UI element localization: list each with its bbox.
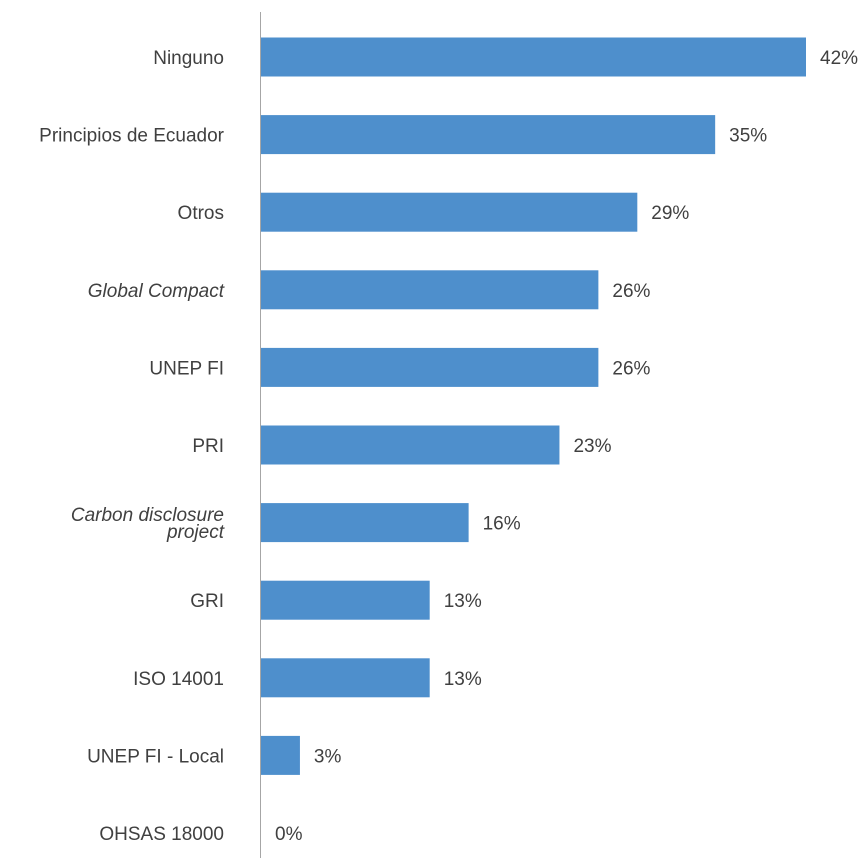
bar: [261, 425, 560, 465]
bar: [261, 192, 638, 232]
category-label-line: project: [166, 522, 225, 543]
category-label: OHSAS 18000: [99, 824, 224, 845]
bar: [261, 658, 430, 698]
value-label: 26%: [612, 358, 650, 379]
bar: [261, 115, 716, 155]
bar: [261, 37, 806, 77]
category-label: Ninguno: [153, 48, 224, 69]
category-label: UNEP FI: [149, 358, 224, 379]
category-label: Principios de Ecuador: [39, 126, 224, 147]
value-label: 42%: [820, 48, 858, 69]
value-label: 0%: [275, 824, 303, 845]
value-labels-group: 42% 35% 29% 26% 26% 23% 16% 13% 13% 3% 0%: [275, 48, 858, 845]
category-label-line: Global Compact: [88, 281, 225, 302]
value-label: 26%: [612, 281, 650, 302]
category-labels-group: Ninguno Principios de Ecuador Otros Global …: [39, 48, 225, 845]
value-label: 23%: [573, 436, 611, 457]
category-label-line: Otros: [178, 203, 224, 224]
category-label-line: OHSAS 18000: [99, 824, 224, 845]
category-label-line: GRI: [190, 591, 224, 612]
category-label-line: ISO 14001: [133, 669, 224, 690]
category-label: PRI: [192, 436, 224, 457]
category-label-line: UNEP FI: [149, 358, 224, 379]
category-label: UNEP FI - Local: [87, 746, 224, 767]
value-label: 16%: [483, 514, 521, 535]
category-label: ISO 14001: [133, 669, 224, 690]
category-label-line: PRI: [192, 436, 224, 457]
bars-group: [261, 37, 806, 775]
bar: [261, 347, 599, 387]
category-label-line: Carbon disclosure: [71, 505, 224, 526]
value-label: 29%: [651, 203, 689, 224]
category-label: Global Compact: [88, 281, 225, 302]
value-label: 13%: [444, 669, 482, 690]
bar: [261, 580, 430, 620]
bar: [261, 270, 599, 310]
bar: [261, 735, 300, 775]
category-label-line: Principios de Ecuador: [39, 126, 224, 147]
value-label: 13%: [444, 591, 482, 612]
value-label: 35%: [729, 126, 767, 147]
bar: [261, 503, 469, 543]
category-label-line: UNEP FI - Local: [87, 746, 224, 767]
category-label: Carbon disclosure project: [71, 505, 225, 543]
category-label: Otros: [178, 203, 224, 224]
value-label: 3%: [314, 746, 342, 767]
category-label: GRI: [190, 591, 224, 612]
category-label-line: Ninguno: [153, 48, 224, 69]
